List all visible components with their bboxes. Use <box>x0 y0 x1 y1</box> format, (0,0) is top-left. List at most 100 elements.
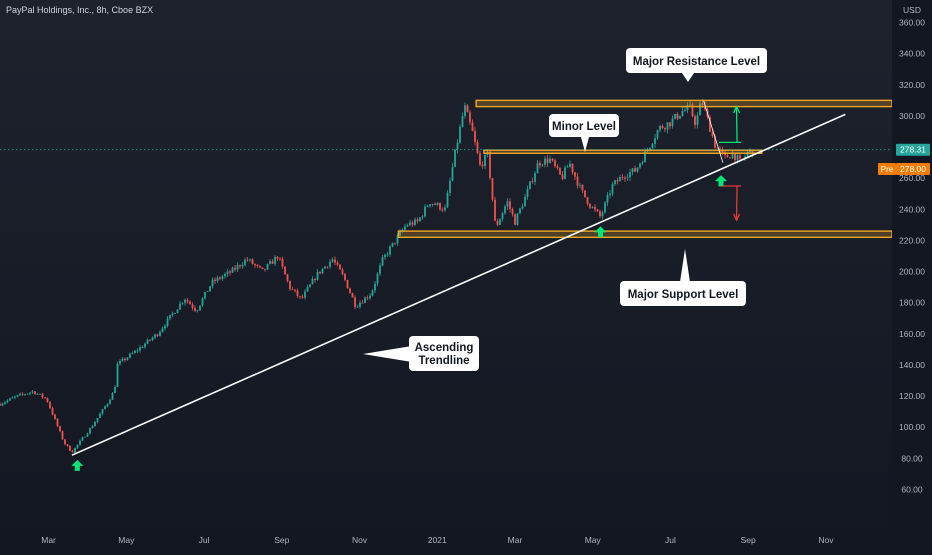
bounce-up-arrow-icon <box>714 175 727 187</box>
candle-body-up <box>16 394 19 397</box>
callout-minor-level-text: Minor Level <box>552 121 616 133</box>
candle-body-down <box>271 261 274 264</box>
candle-body-down <box>281 258 284 267</box>
candle-body-down <box>49 402 51 409</box>
candle-body-down <box>511 209 514 215</box>
candle-body-up <box>456 142 459 150</box>
candle-body-up <box>179 303 181 310</box>
candle-body-up <box>171 313 174 315</box>
callout-major-resistance[interactable]: Major Resistance Level <box>626 48 767 82</box>
candle-body-down <box>441 209 444 211</box>
pre-price-tag-background <box>896 163 930 175</box>
callout-major-support[interactable]: Major Support Level <box>620 249 746 306</box>
x-tick-label: Mar <box>508 535 523 545</box>
candle-body-up <box>381 257 384 266</box>
candle-body-up <box>444 207 446 211</box>
candle-body-down <box>546 158 549 163</box>
candle-body-up <box>619 177 621 182</box>
candle-body-down <box>194 307 196 311</box>
candle-body-up <box>324 266 326 269</box>
candle-body-up <box>241 264 244 267</box>
candle-body-up <box>369 295 371 299</box>
candle-body-up <box>84 436 86 438</box>
candle-body-up <box>391 242 394 247</box>
x-tick-label: May <box>585 535 602 545</box>
candle-body-up <box>151 337 154 340</box>
x-tick-label: May <box>118 535 135 545</box>
candle-body-up <box>76 444 79 448</box>
candle-body-up <box>166 318 169 326</box>
candle-body-up <box>236 265 239 270</box>
candle-body-down <box>59 426 61 432</box>
candle-body-up <box>131 353 134 354</box>
candle-body-up <box>699 103 701 116</box>
candle-body-up <box>164 325 166 329</box>
last-price-value: 278.31 <box>900 145 926 155</box>
candle-body-up <box>211 279 214 287</box>
candle-body-down <box>709 117 711 132</box>
y-tick-label: 340.00 <box>899 49 925 59</box>
candle-body-up <box>181 302 184 304</box>
candle-body-down <box>239 265 241 267</box>
candle-body-down <box>576 176 579 186</box>
candle-body-up <box>631 168 634 173</box>
price-axis[interactable]: USD 60.00 80.00 100.00 120.00 140.00 160.00 18… <box>878 0 932 550</box>
candle-body-down <box>291 289 294 290</box>
candle-body-up <box>159 331 161 336</box>
candle-body-up <box>91 426 94 429</box>
candle-body-up <box>484 154 486 167</box>
candle-body-down <box>434 203 436 205</box>
candle-body-up <box>461 116 464 127</box>
candle-body-up <box>564 167 566 179</box>
candle-body-down <box>246 259 249 261</box>
candle-body-down <box>491 178 494 200</box>
candle-body-down <box>714 136 716 148</box>
candle-body-down <box>261 267 264 269</box>
candle-body-down <box>596 209 599 212</box>
candle-body-up <box>106 403 109 407</box>
candle-body-up <box>31 391 34 393</box>
candle-body-up <box>516 213 519 225</box>
candle-body-down <box>69 445 71 451</box>
candle-body-down <box>509 201 511 210</box>
candle-body-up <box>524 196 526 207</box>
candle-body-down <box>124 358 126 361</box>
candle-body-down <box>574 172 576 177</box>
candle-body-up <box>146 339 149 344</box>
candle-body-up <box>696 115 699 125</box>
candle-series <box>0 98 754 453</box>
callout-pointer <box>680 249 690 282</box>
candle-body-down <box>581 185 584 191</box>
candle-body-down <box>586 197 589 204</box>
candle-body-up <box>134 350 136 354</box>
callout-ascending-trendline[interactable]: Ascending Trendline <box>363 336 479 371</box>
candle-body-down <box>669 122 671 127</box>
candle-body-down <box>214 279 216 282</box>
candle-body-up <box>436 203 439 205</box>
candle-body-up <box>139 347 141 351</box>
callout-pointer <box>682 73 694 82</box>
candle-body-down <box>251 259 254 265</box>
time-axis[interactable]: Mar May Jul Sep Nov 2021 Mar May Jul Sep Nov <box>0 528 892 550</box>
candle-body-up <box>679 115 681 119</box>
candle-body-up <box>19 393 21 395</box>
candle-body-up <box>356 306 359 308</box>
candle-body-down <box>289 280 291 290</box>
callout-minor-level[interactable]: Minor Level <box>549 114 619 152</box>
candle-body-down <box>71 450 74 453</box>
candle-body-up <box>96 417 99 423</box>
y-tick-label: 80.00 <box>901 453 923 463</box>
symbol-title: PayPal Holdings, Inc., 8h, Cboe BZX <box>6 5 153 15</box>
candle-body-up <box>176 309 179 314</box>
candle-body-up <box>24 394 26 396</box>
candle-body-up <box>116 363 119 387</box>
candle-body-down <box>466 105 469 113</box>
candle-body-up <box>666 122 669 130</box>
candle-body-up <box>506 201 509 207</box>
candle-body-up <box>99 413 101 418</box>
candle-body-up <box>746 151 749 157</box>
candle-body-up <box>549 158 551 163</box>
